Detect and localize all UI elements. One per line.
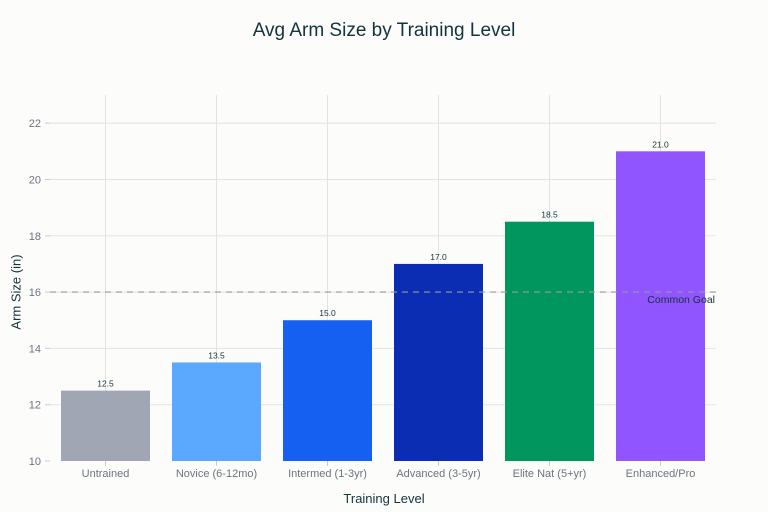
bar-value-label: 21.0 bbox=[652, 139, 669, 149]
y-tick-label: 14 bbox=[29, 343, 41, 355]
bar[interactable] bbox=[61, 390, 150, 461]
bar-value-label: 18.5 bbox=[541, 210, 558, 220]
bar[interactable] bbox=[394, 263, 483, 461]
bar-value-label: 17.0 bbox=[430, 252, 447, 262]
y-tick-label: 10 bbox=[29, 456, 41, 468]
y-tick-label: 16 bbox=[29, 287, 41, 299]
y-tick-label: 22 bbox=[29, 118, 41, 130]
bar[interactable] bbox=[283, 320, 372, 461]
x-tick-label: Untrained bbox=[82, 468, 130, 480]
bar-value-label: 13.5 bbox=[208, 350, 225, 360]
x-tick-label: Advanced (3-5yr) bbox=[396, 468, 480, 480]
y-tick-label: 12 bbox=[29, 400, 41, 412]
bar-value-label: 15.0 bbox=[319, 308, 336, 318]
y-tick-label: 18 bbox=[29, 231, 41, 243]
x-axis-label: Training Level bbox=[343, 491, 425, 506]
x-tick-label: Enhanced/Pro bbox=[626, 468, 696, 480]
chart-title: Avg Arm Size by Training Level bbox=[252, 20, 516, 41]
reference-line-label: Common Goal bbox=[647, 294, 715, 306]
y-tick-label: 20 bbox=[29, 174, 41, 186]
bar[interactable] bbox=[172, 362, 261, 461]
x-tick-label: Elite Nat (5+yr) bbox=[513, 468, 587, 480]
x-tick-label: Intermed (1-3yr) bbox=[288, 468, 367, 480]
bar-value-label: 12.5 bbox=[97, 379, 114, 389]
bar[interactable] bbox=[616, 151, 705, 462]
x-tick-label: Novice (6-12mo) bbox=[176, 468, 257, 480]
bar[interactable] bbox=[505, 221, 594, 461]
